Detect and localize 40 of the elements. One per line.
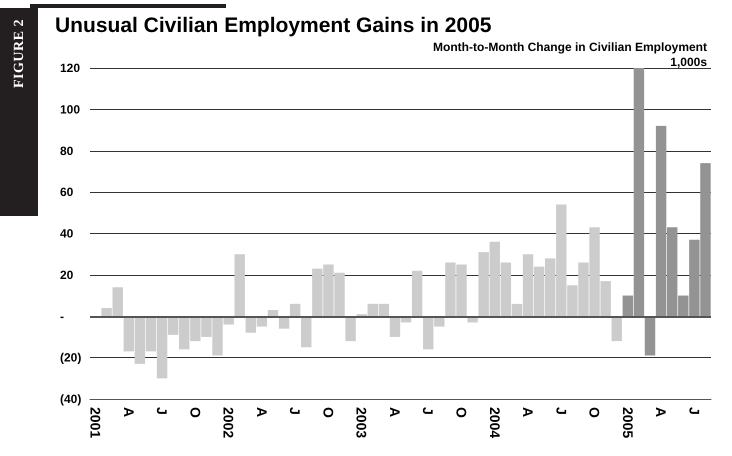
x-tick-label: A [520,407,536,418]
y-tick-label: - [60,309,64,324]
x-tick-label: O [586,407,603,418]
x-tick-label: O [187,407,204,418]
y-tick-label: 20 [60,268,74,282]
x-tick-label: A [653,407,670,418]
bar [301,316,312,348]
x-tick-label: A [386,407,403,418]
y-tick-label: 120 [60,61,80,75]
bar [412,270,422,316]
x-tick-label: 2003 [354,407,370,438]
y-tick-label: 100 [60,102,80,116]
y-tick-label: (40) [60,392,82,406]
x-tick-label: 2001 [88,407,104,438]
x-tick-label: J [686,407,702,415]
x-tick-label: J [154,407,170,415]
bar [612,316,622,342]
y-tick-label: 60 [60,185,74,200]
y-tick-label: 40 [60,226,74,240]
x-tick-label: A [120,407,137,418]
x-tick-label: A [254,407,270,418]
x-tick-label: J [420,407,436,415]
x-tick-label: O [453,407,470,418]
chart-title: Unusual Civilian Employment Gains in 2005 [55,14,492,37]
x-tick-label: 2002 [220,407,237,438]
y-tick-label: (20) [60,350,82,365]
x-tick-label: J [287,407,304,415]
chart-subtitle: Month-to-Month Change in Civilian Employment [433,40,708,54]
y-axis-title: 1,000s [670,55,708,69]
y-tick-label: 80 [60,144,74,158]
bar [345,316,356,342]
bar [290,304,300,316]
x-tick-label: J [553,407,570,415]
x-tick-label: 2004 [486,407,503,438]
bar [644,316,656,356]
caption: FIGURE 2 [11,18,28,90]
x-tick-label: O [320,407,336,418]
bar [234,254,245,316]
x-tick-label: 2005 [620,407,636,438]
bar [268,310,278,316]
